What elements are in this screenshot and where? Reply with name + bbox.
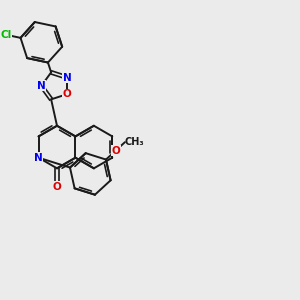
Text: CH₃: CH₃ [125,137,145,147]
Text: O: O [63,89,71,99]
Text: O: O [111,146,120,156]
Text: N: N [63,73,71,82]
Text: N: N [34,153,43,163]
Text: N: N [37,81,46,91]
Text: O: O [52,182,62,192]
Text: Cl: Cl [1,30,12,40]
